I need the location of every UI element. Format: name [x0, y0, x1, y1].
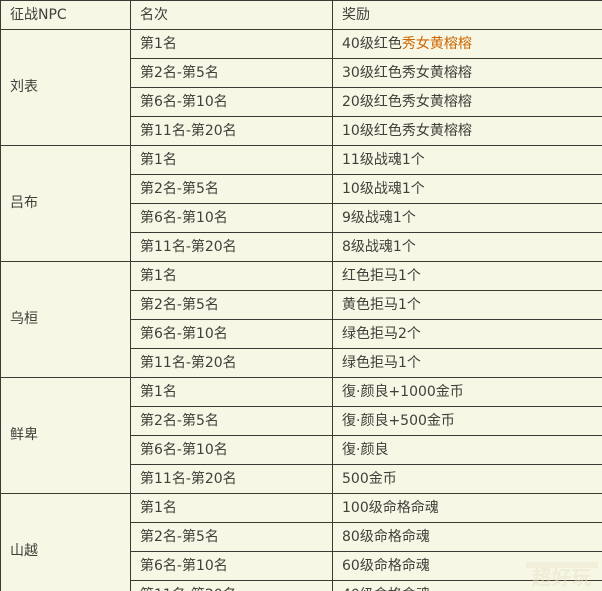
rank-cell: 第1名 [130, 261, 333, 291]
table-row: 第2名-第5名 10级战魂1个 [1, 174, 602, 204]
reward-text: 10级红色秀女黄榕榕 [342, 122, 472, 139]
rank-cell: 第11名-第20名 [130, 348, 333, 378]
rank-cell: 第1名 [130, 29, 333, 59]
npc-cell: 刘表 [0, 29, 131, 146]
reward-cell: 绿色拒马2个 [332, 319, 602, 349]
table-row: 第2名-第5名 黄色拒马1个 [1, 290, 602, 320]
reward-cell: 绿色拒马1个 [332, 348, 602, 378]
rank-cell: 第6名-第10名 [130, 551, 333, 581]
table-row: 第6名-第10名 60级命格命魂 [1, 551, 602, 581]
rank-cell: 第2名-第5名 [130, 522, 333, 552]
table-row: 第6名-第10名 9级战魂1个 [1, 203, 602, 233]
table-row: 第11名-第20名 8级战魂1个 [1, 232, 602, 262]
rank-cell: 第1名 [130, 145, 333, 175]
table-row: 第11名-第20名 40级命格命魂 [1, 580, 602, 591]
reward-text: 红色拒马1个 [342, 267, 421, 284]
header-row: 征战NPC 名次 奖励 [0, 0, 602, 30]
reward-cell: 40级红色秀女黄榕榕 [332, 29, 602, 59]
reward-cell: 60级命格命魂 [332, 551, 602, 581]
npc-cell: 乌桓 [0, 261, 131, 378]
table-row: 吕布 第1名 11级战魂1个 [0, 145, 602, 262]
rank-cell: 第6名-第10名 [130, 203, 333, 233]
reward-cell: 20级红色秀女黄榕榕 [332, 87, 602, 117]
table-row: 山越 第1名 100级命格命魂 [0, 493, 602, 591]
table-body: 刘表 第1名 40级红色秀女黄榕榕 第2名-第5名 30级红色秀女黄榕榕 第6名-第10名… [0, 29, 602, 591]
table-row: 第2名-第5名 30级红色秀女黄榕榕 [1, 58, 602, 88]
reward-cell: 11级战魂1个 [332, 145, 602, 175]
reward-cell: 10级战魂1个 [332, 174, 602, 204]
reward-text: 60级命格命魂 [342, 557, 430, 574]
table-row: 乌桓 第1名 红色拒马1个 [0, 261, 602, 378]
reward-cell: 100级命格命魂 [332, 493, 602, 523]
npc-cell: 山越 [0, 493, 131, 591]
rank-cell: 第1名 [130, 493, 333, 523]
reward-cell: 80级命格命魂 [332, 522, 602, 552]
reward-text: 9级战魂1个 [342, 209, 416, 226]
table-row: 第2名-第5名 復·颜良+500金币 [1, 406, 602, 436]
reward-cell: 40级命格命魂 [332, 580, 602, 591]
npc-cell: 吕布 [0, 145, 131, 262]
rank-cell: 第2名-第5名 [130, 406, 333, 436]
table-row: 鲜卑 第1名 復·颜良+1000金币 [0, 377, 602, 494]
reward-cell: 黄色拒马1个 [332, 290, 602, 320]
reward-text: 40级红色 [342, 35, 402, 52]
rank-cell: 第6名-第10名 [130, 435, 333, 465]
reward-text: 10级战魂1个 [342, 180, 425, 197]
npc-cell: 鲜卑 [0, 377, 131, 494]
reward-text: 復·颜良 [342, 441, 389, 458]
reward-text: 绿色拒马1个 [342, 354, 421, 371]
reward-cell: 復·颜良+500金币 [332, 406, 602, 436]
header-npc: 征战NPC [0, 0, 131, 30]
reward-text: 500金币 [342, 470, 397, 487]
table-row: 第11名-第20名 10级红色秀女黄榕榕 [1, 116, 602, 146]
rank-cell: 第2名-第5名 [130, 58, 333, 88]
reward-text: 復·颜良+500金币 [342, 412, 455, 429]
table-row: 第2名-第5名 80级命格命魂 [1, 522, 602, 552]
table-row: 第11名-第20名 500金币 [1, 464, 602, 494]
table-row: 第11名-第20名 绿色拒马1个 [1, 348, 602, 378]
reward-text: 100级命格命魂 [342, 499, 439, 516]
reward-link[interactable]: 秀女黄榕榕 [401, 35, 472, 52]
rank-cell: 第6名-第10名 [130, 319, 333, 349]
reward-cell: 8级战魂1个 [332, 232, 602, 262]
reward-text: 30级红色秀女黄榕榕 [342, 64, 472, 81]
reward-text: 黄色拒马1个 [342, 296, 421, 313]
reward-text: 20级红色秀女黄榕榕 [342, 93, 472, 110]
reward-text: 40级命格命魂 [342, 587, 430, 591]
header-reward: 奖励 [332, 0, 602, 30]
reward-text: 80级命格命魂 [342, 528, 430, 545]
reward-text: 11级战魂1个 [342, 151, 425, 168]
rank-cell: 第11名-第20名 [130, 580, 333, 591]
rank-cell: 第2名-第5名 [130, 290, 333, 320]
table-row: 刘表 第1名 40级红色秀女黄榕榕 [0, 29, 602, 146]
reward-cell: 红色拒马1个 [332, 261, 602, 291]
rank-cell: 第11名-第20名 [130, 232, 333, 262]
reward-cell: 10级红色秀女黄榕榕 [332, 116, 602, 146]
reward-cell: 30级红色秀女黄榕榕 [332, 58, 602, 88]
header-rank: 名次 [130, 0, 333, 30]
reward-text: 復·颜良+1000金币 [342, 383, 464, 400]
rank-cell: 第11名-第20名 [130, 464, 333, 494]
reward-text: 绿色拒马2个 [342, 325, 421, 342]
table-row: 第6名-第10名 绿色拒马2个 [1, 319, 602, 349]
reward-text: 8级战魂1个 [342, 238, 416, 255]
reward-cell: 500金币 [332, 464, 602, 494]
reward-cell: 復·颜良 [332, 435, 602, 465]
reward-cell: 復·颜良+1000金币 [332, 377, 602, 407]
rank-cell: 第11名-第20名 [130, 116, 333, 146]
reward-cell: 9级战魂1个 [332, 203, 602, 233]
rank-cell: 第6名-第10名 [130, 87, 333, 117]
rank-cell: 第2名-第5名 [130, 174, 333, 204]
table-row: 第6名-第10名 20级红色秀女黄榕榕 [1, 87, 602, 117]
rank-cell: 第1名 [130, 377, 333, 407]
